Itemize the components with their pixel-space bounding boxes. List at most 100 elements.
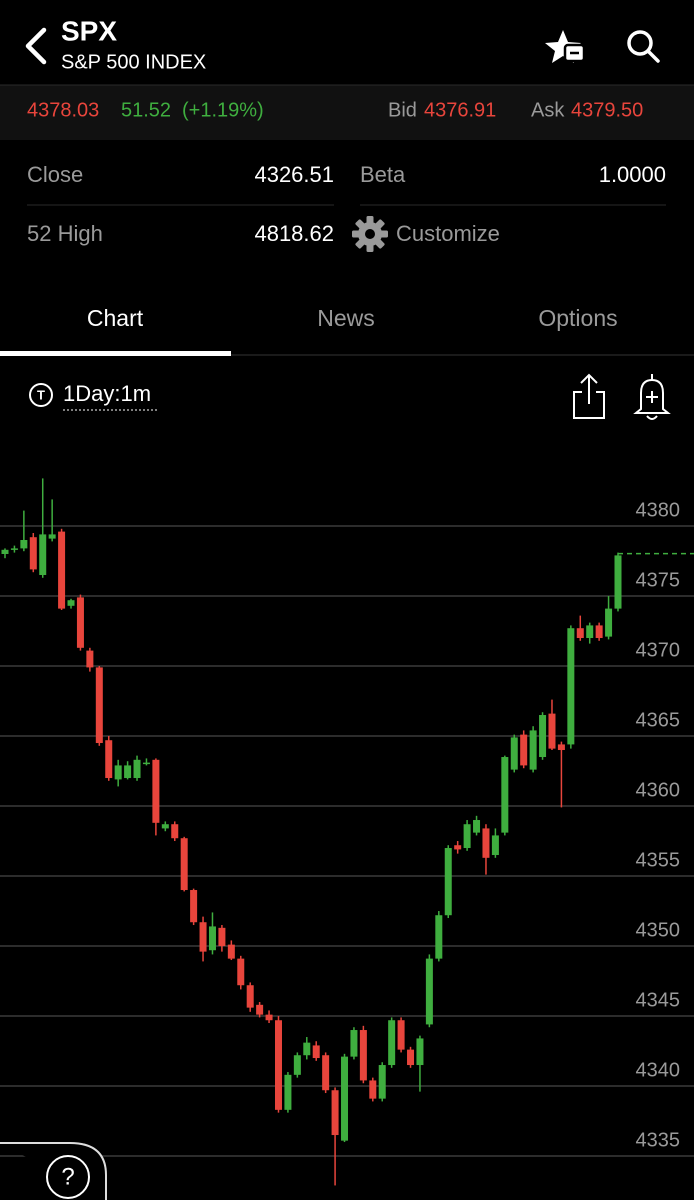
y-tick-label: 4365	[636, 709, 681, 731]
period: 1Day:1m	[63, 381, 151, 406]
customize-label: Customize	[396, 221, 500, 246]
candle-body	[246, 985, 254, 1008]
candle-body	[190, 890, 198, 923]
tab[interactable]: Chart	[87, 305, 144, 331]
candle-body	[142, 762, 150, 765]
candle-body	[322, 1055, 330, 1091]
candle-body	[133, 759, 141, 779]
candle-body	[303, 1042, 311, 1056]
active-tab-indicator	[0, 351, 231, 356]
ask-label: Ask	[531, 99, 565, 121]
candlestick-chart: 4335 4340 4345 4350 4355 4360 4365 4370 4375 4380	[0, 478, 694, 1186]
change-pct: (+1.19%)	[182, 99, 264, 121]
candle-body	[501, 757, 509, 833]
candle-body	[491, 835, 499, 856]
help-button[interactable]	[46, 1155, 90, 1199]
stat-label: 52 High	[27, 221, 103, 246]
candle-body	[284, 1074, 292, 1110]
candle-body	[407, 1049, 415, 1066]
change: 51.52	[121, 99, 171, 121]
stat-value: 4818.62	[254, 221, 334, 246]
candle-body	[369, 1080, 377, 1099]
candle-body	[359, 1030, 367, 1081]
candle-body	[473, 820, 481, 833]
help-panel	[0, 1142, 107, 1200]
tab[interactable]: News	[317, 305, 375, 331]
candle-body	[39, 534, 47, 576]
candle-body	[454, 845, 462, 850]
candle-body	[124, 765, 132, 779]
candle-body	[350, 1030, 358, 1057]
y-tick-label: 4350	[636, 919, 681, 941]
candle-body	[67, 600, 75, 606]
period-button[interactable]: T 1Day:1m	[29, 381, 157, 411]
candle-body	[586, 625, 594, 639]
candle-body	[463, 824, 471, 849]
candle-body	[397, 1020, 405, 1050]
candle-body	[293, 1055, 301, 1075]
candle-body	[274, 1020, 282, 1110]
candle-body	[208, 926, 216, 951]
bid: 4376.91	[424, 99, 496, 121]
ask: 4379.50	[571, 99, 643, 121]
candle-body	[180, 838, 188, 891]
y-tick-label: 4375	[636, 569, 681, 591]
candle-body	[548, 713, 556, 749]
candle-body	[227, 944, 235, 959]
candle-body	[520, 734, 528, 766]
candle-body	[388, 1020, 396, 1066]
candle-body	[58, 531, 66, 609]
share-button[interactable]	[573, 373, 605, 419]
candle-body	[529, 730, 537, 770]
y-tick-label: 4355	[636, 849, 681, 871]
y-tick-label: 4380	[636, 499, 681, 521]
watchlist-button[interactable]	[545, 30, 586, 63]
candle-body	[482, 828, 490, 858]
candle-body	[171, 824, 179, 839]
last-price: 4378.03	[27, 99, 99, 121]
candle-body	[265, 1014, 273, 1021]
stat-label: Beta	[360, 162, 406, 187]
tab[interactable]: Options	[538, 305, 617, 331]
candle-body	[76, 597, 84, 648]
candle-body	[557, 744, 565, 751]
svg-text:T: T	[37, 387, 45, 402]
customize-button[interactable]: Customize	[352, 216, 500, 252]
candle-body	[105, 740, 113, 779]
candle-body	[237, 958, 245, 986]
search-button[interactable]	[627, 30, 660, 63]
candle-body	[48, 534, 56, 539]
stat-label: Close	[27, 162, 83, 187]
candle-body	[435, 915, 443, 959]
back-button[interactable]	[25, 27, 47, 65]
candle-body	[425, 958, 433, 1025]
candle-body	[595, 625, 603, 639]
candle-body	[29, 537, 37, 570]
candle-body	[614, 555, 622, 609]
candle-body	[416, 1038, 424, 1066]
alert-button[interactable]	[633, 374, 671, 420]
quote-bar	[0, 85, 694, 140]
y-tick-label: 4345	[636, 989, 681, 1011]
y-tick-label: 4335	[636, 1129, 681, 1151]
candle-body	[199, 922, 207, 952]
stat-value: 1.0000	[599, 162, 666, 187]
candle-body	[20, 540, 28, 549]
candle-body	[605, 608, 613, 637]
candle-body	[567, 628, 575, 745]
y-tick-label: 4370	[636, 639, 681, 661]
candle-body	[114, 765, 122, 780]
candle-body	[218, 927, 226, 947]
candle-body	[510, 737, 518, 770]
help-label: ?	[61, 1163, 74, 1190]
candle-body	[576, 628, 584, 639]
candle-body	[312, 1045, 320, 1059]
candle-body	[378, 1065, 386, 1099]
candle-body	[161, 824, 169, 829]
candle-body	[10, 548, 18, 550]
candle-body	[86, 650, 94, 668]
y-tick-label: 4340	[636, 1059, 681, 1081]
symbol: SPX	[61, 15, 117, 46]
candle-body	[95, 667, 103, 744]
